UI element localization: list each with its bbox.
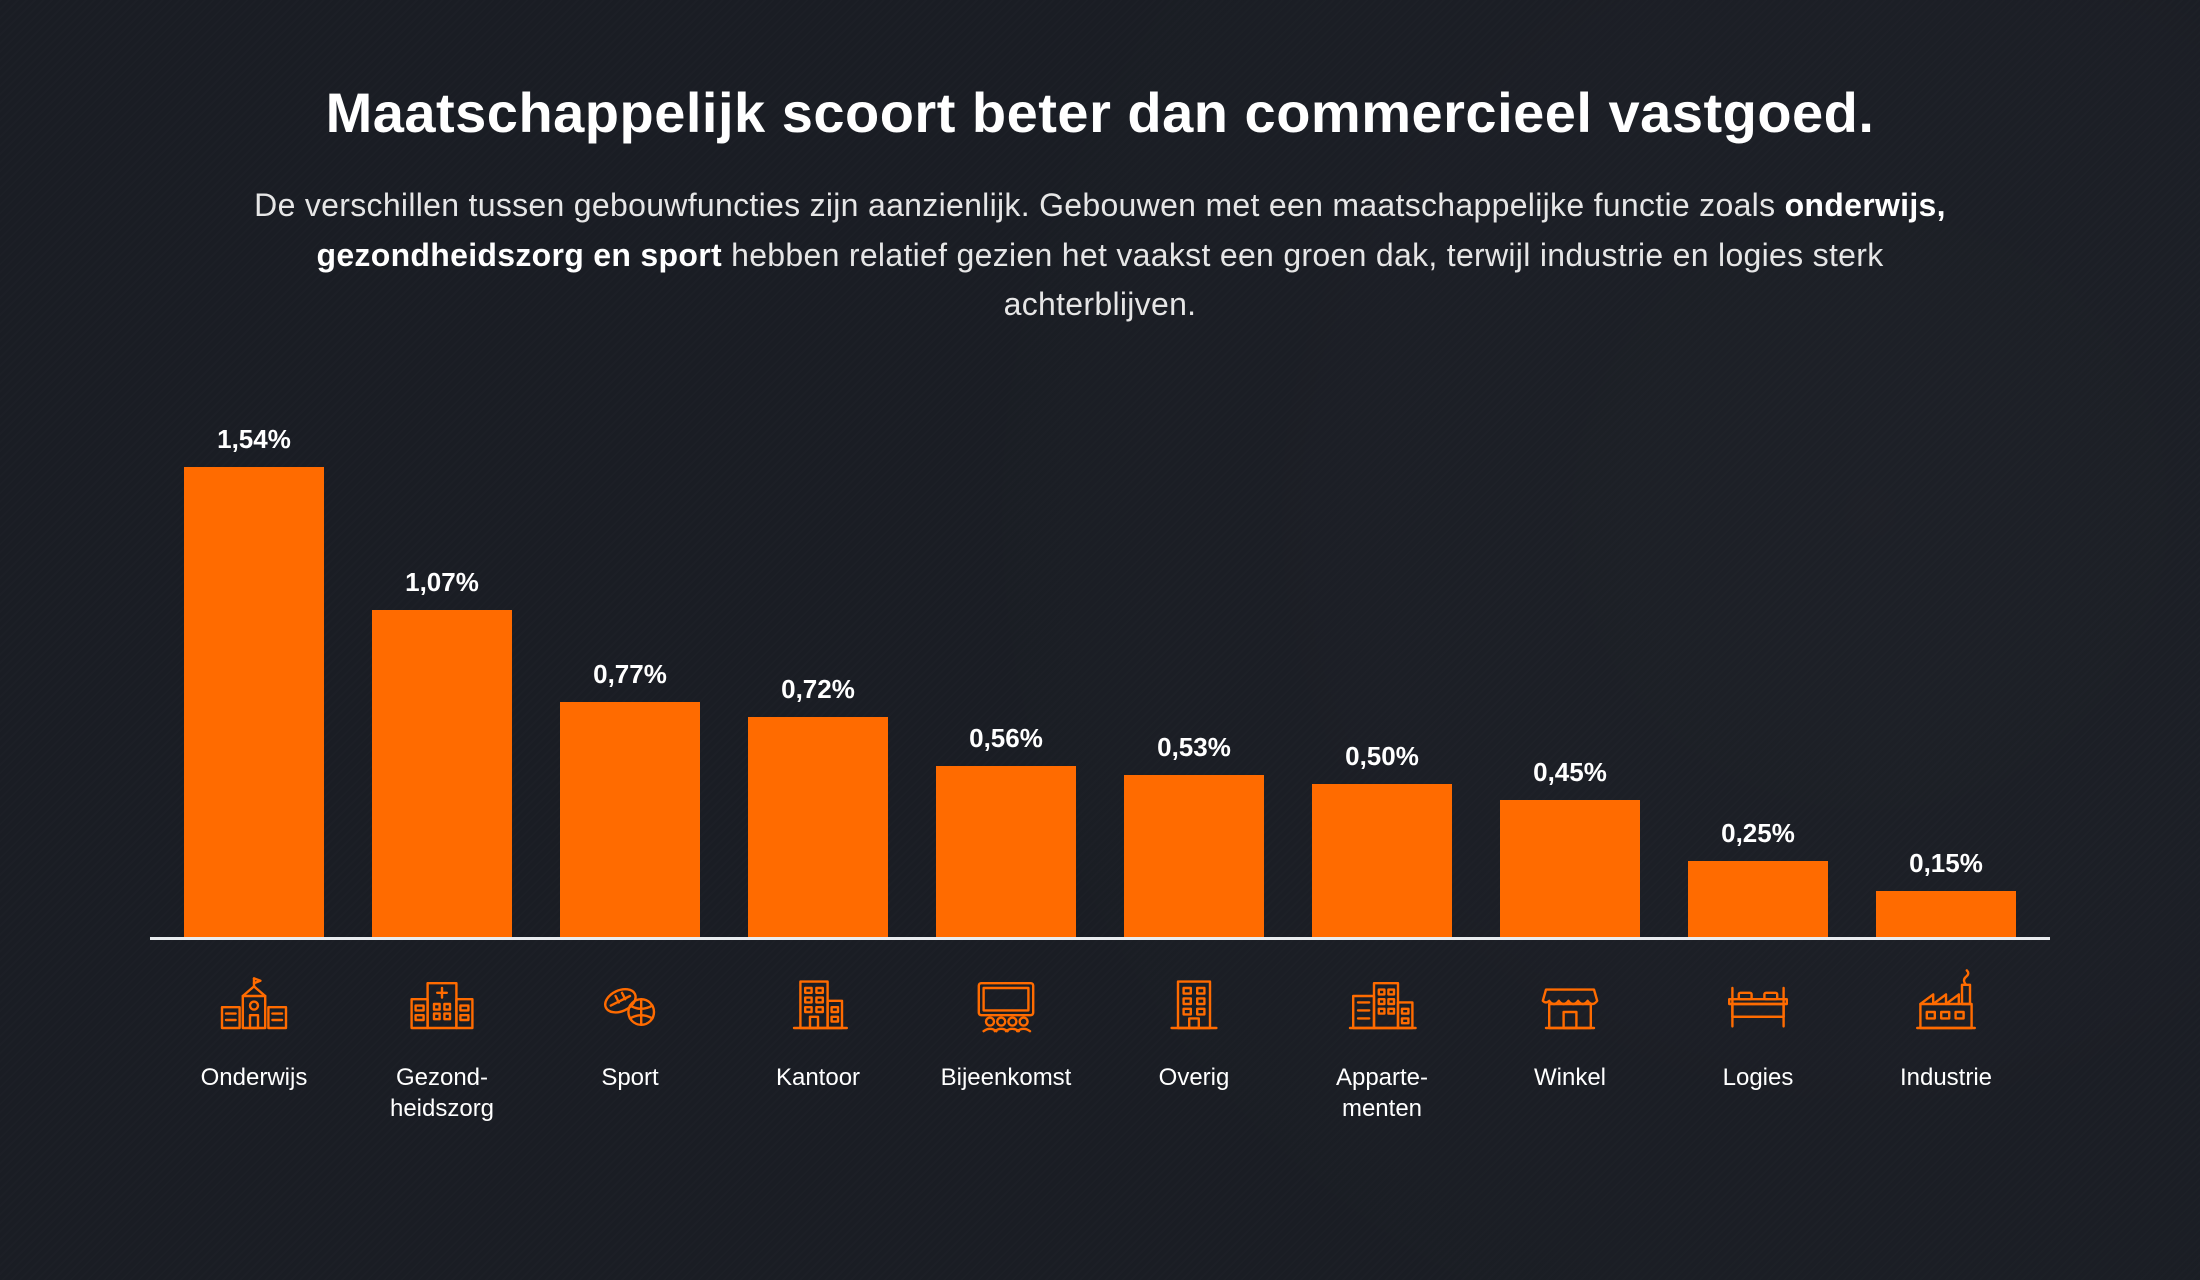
school-icon bbox=[209, 964, 299, 1044]
category-label: Winkel bbox=[1534, 1062, 1606, 1093]
chart-title: Maatschappelijk scoort beter dan commerc… bbox=[150, 80, 2050, 145]
bar-value-label: 0,72% bbox=[781, 674, 855, 705]
bar-value-label: 0,77% bbox=[593, 659, 667, 690]
category-column: Kantoor bbox=[742, 964, 894, 1124]
bar bbox=[184, 467, 324, 937]
bar-value-label: 1,54% bbox=[217, 424, 291, 455]
bar bbox=[936, 766, 1076, 937]
bar bbox=[560, 702, 700, 937]
bar-column: 0,53% bbox=[1118, 732, 1270, 937]
category-label: Overig bbox=[1159, 1062, 1230, 1093]
apartments-icon bbox=[1337, 964, 1427, 1044]
infographic-container: Maatschappelijk scoort beter dan commerc… bbox=[0, 0, 2200, 1280]
bar bbox=[748, 717, 888, 937]
category-label: Logies bbox=[1723, 1062, 1794, 1093]
category-column: Bijeenkomst bbox=[930, 964, 1082, 1124]
category-label: Sport bbox=[601, 1062, 658, 1093]
subtitle-post: hebben relatief gezien het vaakst een gr… bbox=[722, 237, 1884, 323]
office-icon bbox=[773, 964, 863, 1044]
bars-area: 1,54% 1,07% 0,77% 0,72% 0,56% 0,53% 0,50% 0,45%… bbox=[150, 420, 2050, 940]
bar-value-label: 1,07% bbox=[405, 567, 479, 598]
category-label: Gezond- heidszorg bbox=[390, 1062, 494, 1124]
bar-chart: 1,54% 1,07% 0,77% 0,72% 0,56% 0,53% 0,50% 0,45%… bbox=[150, 420, 2050, 1220]
meeting-icon bbox=[961, 964, 1051, 1044]
category-label: Apparte- menten bbox=[1336, 1062, 1428, 1124]
category-column: Onderwijs bbox=[178, 964, 330, 1124]
bar-value-label: 0,50% bbox=[1345, 741, 1419, 772]
bar-column: 0,25% bbox=[1682, 818, 1834, 937]
category-column: Apparte- menten bbox=[1306, 964, 1458, 1124]
category-column: Gezond- heidszorg bbox=[366, 964, 518, 1124]
bar-column: 1,54% bbox=[178, 424, 330, 937]
industry-icon bbox=[1901, 964, 1991, 1044]
bar-column: 0,50% bbox=[1306, 741, 1458, 937]
bar-column: 0,15% bbox=[1870, 848, 2022, 937]
category-column: Industrie bbox=[1870, 964, 2022, 1124]
category-label: Bijeenkomst bbox=[941, 1062, 1072, 1093]
bar bbox=[1500, 800, 1640, 937]
category-label: Onderwijs bbox=[201, 1062, 308, 1093]
bar bbox=[1312, 784, 1452, 937]
category-column: Sport bbox=[554, 964, 706, 1124]
bar bbox=[372, 610, 512, 937]
shop-icon bbox=[1525, 964, 1615, 1044]
bar bbox=[1688, 861, 1828, 937]
category-column: Overig bbox=[1118, 964, 1270, 1124]
bar-value-label: 0,53% bbox=[1157, 732, 1231, 763]
chart-subtitle: De verschillen tussen gebouwfuncties zij… bbox=[250, 181, 1950, 330]
other-icon bbox=[1149, 964, 1239, 1044]
subtitle-pre: De verschillen tussen gebouwfuncties zij… bbox=[254, 187, 1784, 223]
bar-value-label: 0,25% bbox=[1721, 818, 1795, 849]
lodging-icon bbox=[1713, 964, 1803, 1044]
bar-value-label: 0,45% bbox=[1533, 757, 1607, 788]
bar bbox=[1876, 891, 2016, 937]
hospital-icon bbox=[397, 964, 487, 1044]
category-column: Winkel bbox=[1494, 964, 1646, 1124]
category-column: Logies bbox=[1682, 964, 1834, 1124]
bar-value-label: 0,56% bbox=[969, 723, 1043, 754]
bar bbox=[1124, 775, 1264, 937]
sport-icon bbox=[585, 964, 675, 1044]
bar-column: 0,56% bbox=[930, 723, 1082, 937]
category-label: Industrie bbox=[1900, 1062, 1992, 1093]
bar-column: 1,07% bbox=[366, 567, 518, 937]
bar-value-label: 0,15% bbox=[1909, 848, 1983, 879]
bar-column: 0,45% bbox=[1494, 757, 1646, 937]
bar-column: 0,77% bbox=[554, 659, 706, 937]
labels-row: Onderwijs Gezond- heidszorg Sport Kantoo… bbox=[150, 940, 2050, 1124]
category-label: Kantoor bbox=[776, 1062, 860, 1093]
bar-column: 0,72% bbox=[742, 674, 894, 937]
